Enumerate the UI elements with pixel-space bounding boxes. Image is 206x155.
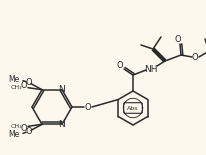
Text: Me: Me xyxy=(8,130,20,139)
Text: CH₃: CH₃ xyxy=(10,124,22,129)
Text: O: O xyxy=(26,78,32,87)
Text: O: O xyxy=(85,102,91,111)
Text: Me: Me xyxy=(8,75,20,84)
Text: O: O xyxy=(175,35,181,44)
Text: O: O xyxy=(21,81,27,90)
Text: O: O xyxy=(21,124,27,133)
Text: N: N xyxy=(59,120,65,129)
Text: CH₃: CH₃ xyxy=(10,85,22,90)
Text: O: O xyxy=(192,53,198,62)
Text: NH: NH xyxy=(144,64,158,73)
Text: Abs: Abs xyxy=(127,106,139,111)
Text: O: O xyxy=(117,62,123,71)
Text: O: O xyxy=(26,127,32,136)
Text: N: N xyxy=(59,85,65,94)
